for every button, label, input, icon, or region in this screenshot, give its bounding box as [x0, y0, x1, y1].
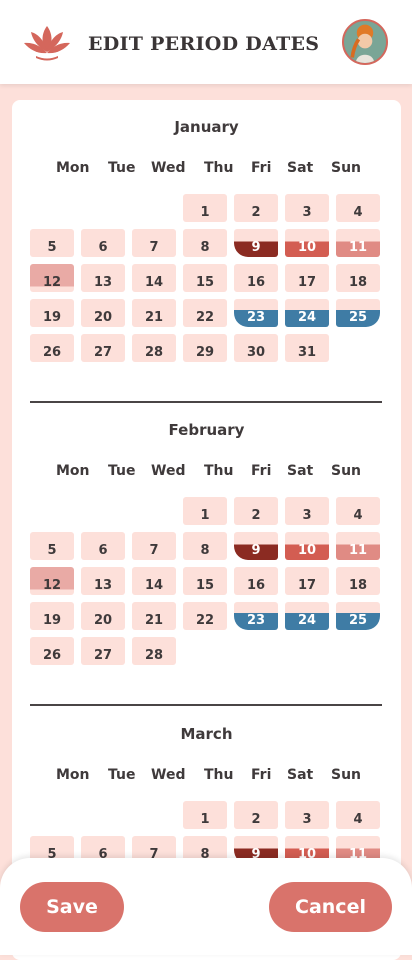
calendar-day[interactable]: 21: [132, 602, 176, 630]
calendar-day[interactable]: 19: [30, 602, 74, 630]
calendar-day[interactable]: 1: [183, 801, 227, 829]
calendar-day[interactable]: 2: [234, 194, 278, 222]
calendar-day[interactable]: 25: [336, 602, 380, 630]
calendar-day[interactable]: 20: [81, 299, 125, 327]
weekday-label: Tue: [108, 767, 136, 783]
weekday-label: Wed: [151, 463, 186, 479]
calendar-day[interactable]: 7: [132, 532, 176, 560]
calendar-day[interactable]: 4: [336, 194, 380, 222]
calendar-day[interactable]: 22: [183, 299, 227, 327]
calendar-day[interactable]: 21: [132, 299, 176, 327]
calendar-day[interactable]: 14: [132, 264, 176, 292]
weekday-label: Tue: [108, 463, 136, 479]
calendar-day[interactable]: 1: [183, 194, 227, 222]
calendar-day[interactable]: 13: [81, 264, 125, 292]
calendar-day[interactable]: 26: [30, 334, 74, 362]
page-title: EDIT PERIOD DATES: [88, 33, 320, 55]
month-divider: [30, 704, 382, 706]
calendar-day[interactable]: 12: [30, 264, 74, 292]
calendar-day[interactable]: 16: [234, 567, 278, 595]
weekday-label: Wed: [151, 160, 186, 176]
avatar-illustration-icon: [344, 21, 386, 63]
weekday-label: Wed: [151, 767, 186, 783]
calendar-day[interactable]: 24: [285, 602, 329, 630]
weekday-label: Sat: [287, 463, 314, 479]
calendar-day[interactable]: 23: [234, 299, 278, 327]
calendar-day[interactable]: 10: [285, 532, 329, 560]
calendar-day[interactable]: 25: [336, 299, 380, 327]
calendar-day[interactable]: 22: [183, 602, 227, 630]
calendar-day[interactable]: 3: [285, 801, 329, 829]
calendar-day[interactable]: 16: [234, 264, 278, 292]
calendar-day[interactable]: 5: [30, 532, 74, 560]
user-avatar[interactable]: [342, 19, 388, 65]
calendar-day[interactable]: 1: [183, 497, 227, 525]
calendar-day[interactable]: 27: [81, 637, 125, 665]
calendar-day[interactable]: 20: [81, 602, 125, 630]
calendar-card: January Mon Tue Wed Thu Fri Sat Sun 1 2 3 4 5 6 7 8 9 10 1…: [12, 100, 401, 960]
calendar-day[interactable]: 5: [30, 229, 74, 257]
calendar-day[interactable]: 27: [81, 334, 125, 362]
calendar-day[interactable]: 14: [132, 567, 176, 595]
calendar-day[interactable]: 31: [285, 334, 329, 362]
save-button[interactable]: Save: [20, 882, 124, 932]
calendar-day[interactable]: 4: [336, 497, 380, 525]
calendar-day[interactable]: 3: [285, 497, 329, 525]
calendar-day[interactable]: 17: [285, 567, 329, 595]
weekday-label: Tue: [108, 160, 136, 176]
weekday-label: Sun: [331, 160, 362, 176]
calendar-day[interactable]: 8: [183, 229, 227, 257]
month-title: January: [174, 118, 239, 136]
weekday-label: Mon: [56, 160, 90, 176]
weekday-label: Sun: [331, 463, 362, 479]
calendar-day[interactable]: 28: [132, 334, 176, 362]
month-divider: [30, 401, 382, 403]
weekday-label: Fri: [251, 463, 272, 479]
calendar-day[interactable]: 19: [30, 299, 74, 327]
calendar-day[interactable]: 11: [336, 229, 380, 257]
cancel-button[interactable]: Cancel: [269, 882, 392, 932]
calendar-day[interactable]: 8: [183, 532, 227, 560]
calendar-day[interactable]: 6: [81, 532, 125, 560]
calendar-day[interactable]: 28: [132, 637, 176, 665]
weekday-label: Thu: [204, 160, 234, 176]
weekday-label: Thu: [204, 767, 234, 783]
weekday-label: Mon: [56, 767, 90, 783]
calendar-day[interactable]: 4: [336, 801, 380, 829]
weekday-label: Fri: [251, 160, 272, 176]
calendar-day[interactable]: 11: [336, 532, 380, 560]
weekday-label: Fri: [251, 767, 272, 783]
month-title: March: [180, 725, 233, 743]
calendar-day[interactable]: 24: [285, 299, 329, 327]
calendar-day[interactable]: 12: [30, 567, 74, 595]
calendar-day[interactable]: 15: [183, 264, 227, 292]
weekday-label: Mon: [56, 463, 90, 479]
calendar-day[interactable]: 18: [336, 567, 380, 595]
calendar-day[interactable]: 23: [234, 602, 278, 630]
calendar-day[interactable]: 13: [81, 567, 125, 595]
action-footer: Save Cancel: [0, 858, 412, 955]
lotus-logo-icon: [24, 26, 70, 61]
app-header: EDIT PERIOD DATES: [0, 0, 412, 84]
calendar-day[interactable]: 9: [234, 532, 278, 560]
calendar-day[interactable]: 10: [285, 229, 329, 257]
calendar-day[interactable]: 6: [81, 229, 125, 257]
weekday-label: Sun: [331, 767, 362, 783]
calendar-day[interactable]: 30: [234, 334, 278, 362]
calendar-day[interactable]: 9: [234, 229, 278, 257]
calendar-day[interactable]: 15: [183, 567, 227, 595]
calendar-day[interactable]: 29: [183, 334, 227, 362]
weekday-label: Sat: [287, 160, 314, 176]
weekday-label: Sat: [287, 767, 314, 783]
calendar-day[interactable]: 18: [336, 264, 380, 292]
calendar-day[interactable]: 3: [285, 194, 329, 222]
weekday-label: Thu: [204, 463, 234, 479]
month-title: February: [168, 421, 245, 439]
calendar-day[interactable]: 17: [285, 264, 329, 292]
calendar-day[interactable]: 2: [234, 801, 278, 829]
calendar-day[interactable]: 7: [132, 229, 176, 257]
calendar-day[interactable]: 2: [234, 497, 278, 525]
calendar-day[interactable]: 26: [30, 637, 74, 665]
